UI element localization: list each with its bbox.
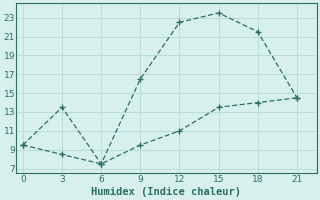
- X-axis label: Humidex (Indice chaleur): Humidex (Indice chaleur): [92, 186, 242, 197]
